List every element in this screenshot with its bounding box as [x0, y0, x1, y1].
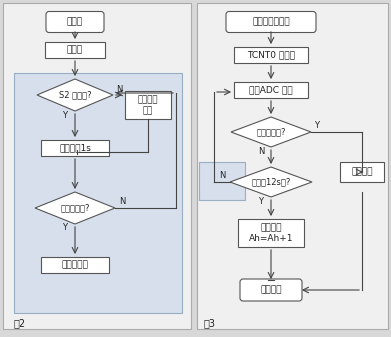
Polygon shape — [37, 79, 113, 111]
Text: 停止放电: 停止放电 — [351, 167, 373, 177]
Bar — [45, 42, 105, 58]
Bar — [234, 47, 308, 63]
Text: 主函数: 主函数 — [67, 18, 83, 27]
Polygon shape — [231, 117, 311, 147]
Text: Y: Y — [63, 223, 68, 233]
Text: 计时清零
Ah=Ah+1: 计时清零 Ah=Ah+1 — [249, 223, 293, 243]
Bar — [238, 219, 304, 247]
Text: Y: Y — [258, 196, 264, 206]
Text: 计时满12s否?: 计时满12s否? — [251, 178, 291, 186]
Bar — [14, 73, 182, 313]
Text: N: N — [219, 172, 225, 181]
Text: N: N — [116, 85, 122, 93]
Polygon shape — [35, 192, 115, 224]
Text: 图3: 图3 — [204, 318, 216, 328]
Text: TCNT0 赋初值: TCNT0 赋初值 — [247, 51, 295, 60]
Text: 定时中断子程序: 定时中断子程序 — [252, 18, 290, 27]
Text: Y: Y — [63, 111, 68, 120]
FancyBboxPatch shape — [226, 11, 316, 32]
Bar — [41, 140, 109, 156]
Bar — [234, 82, 308, 98]
Bar — [199, 162, 245, 200]
Text: 调用ADC 函数: 调用ADC 函数 — [249, 86, 293, 94]
Text: 放电结束否?: 放电结束否? — [256, 127, 286, 136]
Text: Y: Y — [314, 122, 319, 130]
Text: 中断返回: 中断返回 — [260, 285, 282, 295]
Polygon shape — [230, 167, 312, 197]
FancyBboxPatch shape — [240, 279, 302, 301]
Text: 显示电池
容量: 显示电池 容量 — [138, 95, 158, 115]
Text: 显示电压1s: 显示电压1s — [59, 144, 91, 153]
Text: 蜂鸣器报警: 蜂鸣器报警 — [61, 261, 88, 270]
Text: S2 按下否?: S2 按下否? — [59, 91, 91, 99]
Bar — [125, 91, 171, 119]
Text: 初始化: 初始化 — [67, 45, 83, 55]
Bar — [340, 162, 384, 182]
Text: N: N — [258, 147, 264, 155]
Text: 放电结束否?: 放电结束否? — [60, 204, 90, 213]
Bar — [41, 257, 109, 273]
Bar — [3, 3, 191, 329]
Text: N: N — [119, 197, 125, 207]
Text: 图2: 图2 — [14, 318, 26, 328]
Bar — [197, 3, 388, 329]
FancyBboxPatch shape — [46, 11, 104, 32]
